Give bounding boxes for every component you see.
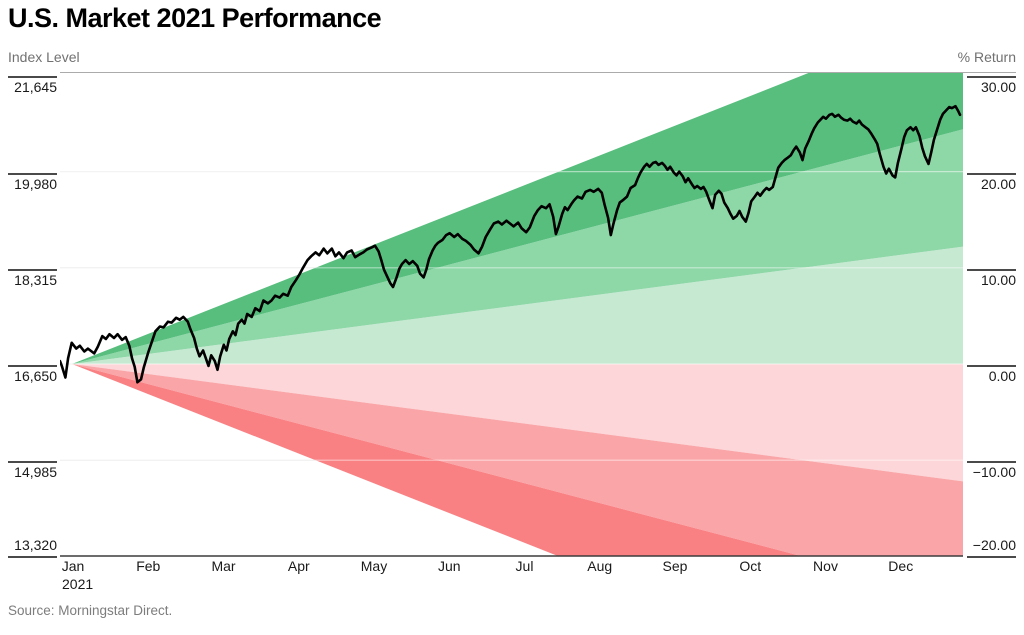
source-note: Source: Morningstar Direct.	[8, 603, 173, 618]
left-tick-label: 13,320	[8, 536, 57, 558]
left-tick-label: 19,980	[8, 172, 57, 195]
month-label: Jul	[515, 558, 534, 574]
right-tick-label: 20.00	[967, 172, 1016, 195]
right-axis-unit-label: % Return	[957, 49, 1016, 65]
market-return-line	[60, 104, 962, 384]
left-axis-unit-label: Index Level	[8, 49, 80, 65]
left-tick-label: 18,315	[8, 268, 57, 291]
right-tick-label: −20.00	[967, 536, 1016, 558]
month-label: Mar	[211, 558, 236, 574]
left-tick-label: 14,985	[8, 461, 57, 483]
month-label: May	[360, 558, 388, 574]
right-tick-label: 10.00	[967, 268, 1016, 291]
month-label: Nov	[813, 558, 838, 574]
left-tick-label: 16,650	[8, 365, 57, 387]
right-tick-label: 0.00	[967, 365, 1016, 387]
month-label: Sep	[662, 558, 688, 574]
fan-band-positive	[72, 73, 963, 364]
month-label: Oct	[739, 558, 762, 574]
top-axis-line	[60, 72, 1016, 73]
month-label: Apr	[287, 558, 310, 574]
plot-clip-group	[60, 73, 963, 556]
right-tick-label: 30.00	[967, 76, 1016, 98]
x-axis-year-label: 2021	[62, 576, 94, 592]
month-label: Jun	[437, 558, 461, 574]
month-label: Jan	[61, 558, 85, 574]
right-tick-label: −10.00	[967, 461, 1016, 483]
chart-title: U.S. Market 2021 Performance	[8, 3, 382, 33]
month-label: Aug	[587, 558, 613, 574]
month-label: Feb	[136, 558, 161, 574]
left-tick-label: 21,645	[8, 76, 57, 98]
month-label: Dec	[888, 558, 914, 574]
